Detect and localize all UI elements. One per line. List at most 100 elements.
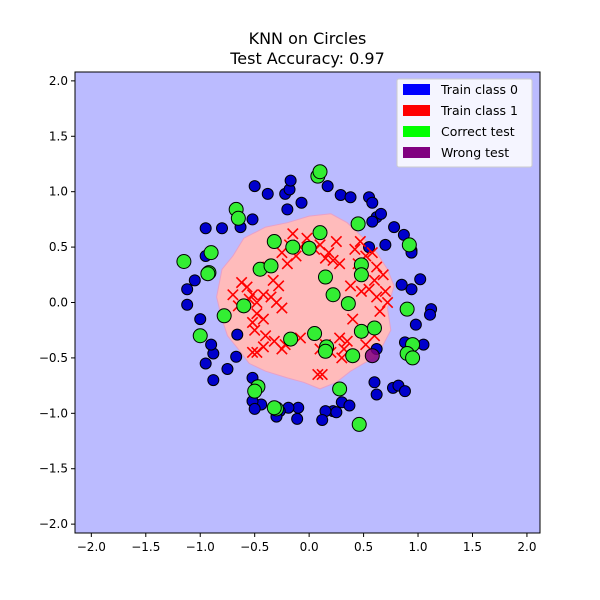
train-class1-point	[287, 228, 299, 240]
correct-test-point	[200, 266, 216, 282]
train-class0-point	[395, 278, 408, 291]
train-class0-point	[248, 180, 261, 193]
y-tick-label: 0.5	[49, 240, 68, 254]
correct-test-point	[312, 225, 328, 241]
train-class0-point	[199, 222, 212, 235]
train-class0-point	[181, 298, 194, 311]
train-class1-point	[259, 329, 272, 342]
train-class1-point	[241, 281, 253, 293]
correct-test-point	[266, 400, 282, 416]
train-class0-point	[388, 221, 401, 234]
correct-test-point	[312, 164, 328, 180]
train-class1-point	[355, 285, 368, 298]
train-class0-point	[368, 376, 381, 389]
train-class1-point	[327, 254, 339, 267]
train-class1-point	[370, 291, 383, 303]
train-class0-point	[343, 399, 356, 412]
train-class1-point	[374, 305, 386, 318]
legend-swatch	[403, 147, 430, 158]
correct-test-point	[236, 298, 252, 314]
train-class1-point	[276, 246, 288, 259]
y-tick-label: 2.0	[49, 74, 68, 88]
legend-label: Train class 1	[440, 103, 518, 118]
wrong-test-point	[364, 348, 380, 364]
correct-test-point	[353, 323, 369, 339]
correct-test-point	[301, 240, 317, 256]
train-class1-point	[248, 324, 261, 336]
train-class0-point	[334, 189, 347, 202]
correct-test-point	[176, 253, 192, 269]
y-axis: −2.0 −1.5 −1.0 −0.5 0.0 0.5 1.0 1.5 2.0	[39, 74, 75, 531]
train-class1-point	[341, 335, 354, 348]
train-class0-point	[181, 283, 194, 296]
train-class1-point	[257, 288, 270, 301]
correct-test-point	[325, 287, 341, 303]
chart-subtitle: Test Accuracy: 0.97	[229, 49, 385, 68]
correct-test-point	[285, 239, 301, 255]
train-class1-point	[330, 235, 343, 248]
legend-swatch	[403, 126, 430, 137]
train-class0-point	[330, 406, 343, 419]
train-class0-point	[366, 215, 379, 228]
legend: Train class 0 Train class 1 Correct test Wr…	[396, 78, 533, 168]
y-tick-label: −0.5	[39, 351, 68, 365]
train-class1-point	[246, 288, 259, 301]
train-class0-point	[205, 338, 218, 351]
x-axis: −2.0 −1.5 −1.0 −0.5 0.0 0.5 1.0 1.5 2.0	[77, 533, 536, 554]
train-class1-point	[370, 261, 383, 273]
correct-test-point	[332, 381, 348, 397]
train-class0-point	[295, 196, 308, 209]
correct-test-point	[230, 210, 246, 226]
train-class0-point	[248, 402, 261, 415]
train-class0-point	[231, 328, 244, 341]
legend-swatch	[403, 84, 430, 95]
train-class1-point	[344, 280, 357, 292]
x-tick-label: 2.0	[517, 540, 536, 554]
correct-test-point	[216, 308, 232, 324]
train-class0-point	[414, 273, 427, 286]
chart-title: KNN on Circles	[249, 29, 367, 48]
train-class1-point	[227, 288, 239, 301]
train-class0-point	[188, 274, 201, 287]
train-class1-point	[257, 313, 270, 325]
train-class1-point	[366, 246, 379, 259]
train-class0-point	[316, 413, 329, 426]
legend-swatch	[403, 105, 430, 116]
x-tick-label: 1.5	[463, 540, 482, 554]
x-tick-label: −1.5	[131, 540, 160, 554]
train-class1-point	[333, 332, 346, 344]
y-tick-label: −1.0	[39, 406, 68, 420]
correct-test-point	[353, 267, 369, 283]
train-class0-point	[246, 213, 259, 226]
series-correct-test	[176, 164, 421, 432]
y-tick-label: 1.0	[49, 185, 68, 199]
train-class1-point	[246, 316, 259, 329]
correct-test-point	[266, 234, 282, 250]
correct-test-point	[192, 328, 208, 344]
train-class1-point	[333, 257, 346, 270]
train-class1-point	[381, 296, 394, 309]
train-class1-point	[316, 368, 328, 381]
train-class1-point	[354, 235, 367, 248]
train-class1-point	[251, 296, 263, 309]
legend-label: Train class 0	[440, 82, 518, 97]
x-tick-label: 0.0	[300, 540, 319, 554]
correct-test-point	[399, 301, 415, 317]
train-class1-point	[276, 302, 288, 314]
correct-test-point	[317, 343, 333, 359]
x-tick-label: 0.5	[354, 540, 373, 554]
correct-test-point	[366, 320, 382, 336]
legend-label: Correct test	[441, 124, 515, 139]
train-class0-point	[199, 357, 212, 370]
train-class1-point	[336, 352, 348, 364]
train-class0-point	[216, 222, 229, 235]
train-class0-point	[366, 196, 379, 209]
x-tick-label: −1.0	[186, 540, 215, 554]
correct-test-point	[317, 269, 333, 285]
train-class0-point	[398, 385, 411, 398]
train-class1-point	[251, 346, 263, 359]
correct-test-point	[401, 237, 417, 253]
train-class1-point	[272, 280, 285, 292]
